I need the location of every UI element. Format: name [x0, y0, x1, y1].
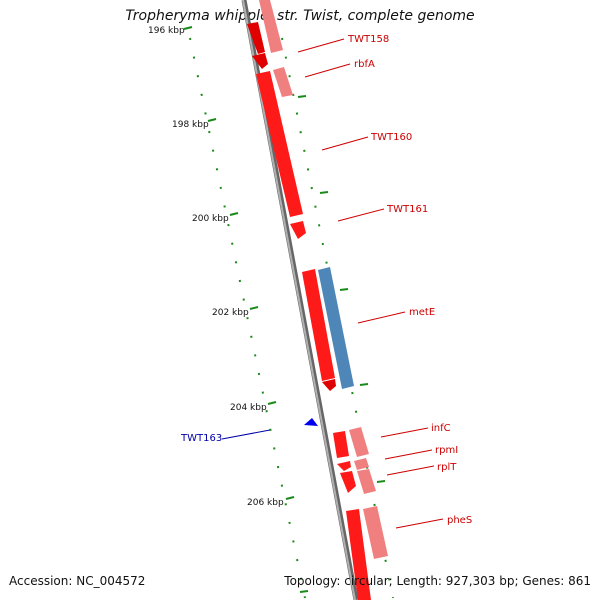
blue-feature — [318, 267, 354, 389]
tick-label-206: 206 kbp — [247, 498, 284, 508]
gene-arrow-twt160-head — [290, 221, 306, 239]
gene-arrow-twt160 — [256, 71, 303, 217]
gene-arrow-mete — [302, 269, 335, 381]
leader-infc — [380, 427, 429, 438]
gene-arrow-twt163 — [304, 418, 318, 426]
inner-track-genes — [247, 22, 371, 600]
gene-label-rpmi[interactable]: rpmI — [435, 445, 458, 456]
gene-arrow-infc — [333, 431, 349, 458]
major-ticks — [183, 26, 386, 593]
gene-block-phes-outer — [363, 506, 388, 559]
genome-summary: Topology: circular; Length: 927,303 bp; … — [284, 574, 591, 588]
tick-label-200: 200 kbp — [192, 214, 229, 224]
tick-mark-200 — [229, 212, 239, 216]
tick-label-196: 196 kbp — [148, 26, 185, 36]
gene-arrow-twt158-head — [252, 53, 268, 69]
gene-arrow-phes — [346, 509, 371, 600]
gene-label-twt161[interactable]: TWT161 — [386, 204, 428, 215]
leader-twt161 — [337, 208, 385, 222]
tick-label-204: 204 kbp — [230, 403, 267, 413]
gene-arrow-rplt — [340, 471, 356, 493]
gene-label-infc[interactable]: infC — [431, 423, 451, 434]
gene-arrow-rpmi — [337, 461, 351, 471]
accession-label: Accession: NC_004572 — [9, 574, 146, 588]
tick-mark-196 — [183, 26, 193, 30]
leader-lines — [221, 38, 444, 529]
gene-label-rplt[interactable]: rplT — [437, 462, 457, 473]
tick-labels: 196 kbp 198 kbp 200 kbp 202 kbp 204 kbp … — [148, 26, 284, 508]
gene-labels: TWT158 rbfA TWT160 TWT161 metE TWT163 in… — [180, 34, 472, 526]
gene-arrow-twt158 — [247, 22, 265, 54]
leader-twt163 — [221, 429, 271, 440]
leader-twt160 — [321, 136, 369, 151]
outer-track-genes — [259, 0, 388, 559]
gene-label-twt160[interactable]: TWT160 — [370, 132, 412, 143]
leader-twt158 — [297, 38, 345, 53]
leader-mete — [357, 311, 406, 324]
gene-block-twt158-outer — [259, 0, 283, 53]
leader-rpmi — [384, 449, 433, 460]
gene-arrow-mete-head — [322, 379, 336, 391]
gene-label-mete[interactable]: metE — [409, 307, 435, 318]
tick-mark-202 — [249, 306, 259, 310]
leader-phes — [395, 518, 444, 529]
tick-mark-206 — [285, 496, 295, 500]
map-title: Tropheryma whipplei str. Twist, complete… — [125, 8, 475, 24]
tick-label-198: 198 kbp — [172, 120, 209, 130]
gene-block-rbfa — [273, 67, 293, 97]
gene-label-twt163[interactable]: TWT163 — [180, 433, 222, 444]
tick-label-202: 202 kbp — [212, 308, 249, 318]
gene-block-rpmi-outer — [354, 458, 369, 470]
leader-rbfa — [304, 63, 351, 78]
leader-rplt — [386, 465, 435, 476]
gene-block-rplt-outer — [357, 469, 376, 494]
gene-label-phes[interactable]: pheS — [447, 515, 472, 526]
gene-label-rbfa[interactable]: rbfA — [354, 59, 375, 70]
tick-mark-198 — [207, 118, 217, 122]
tick-track — [189, 37, 394, 599]
gene-label-twt158[interactable]: TWT158 — [347, 34, 389, 45]
tick-mark-204 — [267, 401, 277, 405]
gene-block-infc-outer — [349, 427, 369, 457]
